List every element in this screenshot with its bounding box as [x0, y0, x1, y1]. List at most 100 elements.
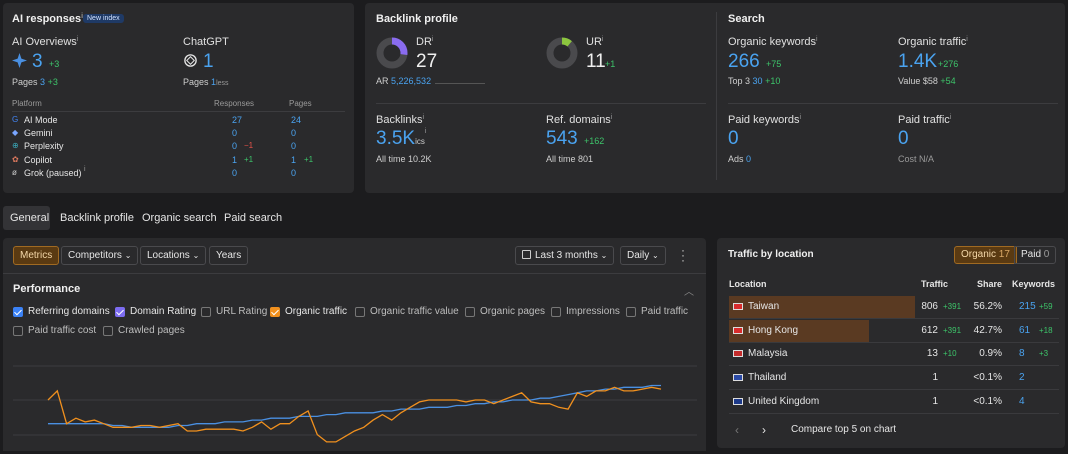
location-name[interactable]: Thailand — [748, 372, 787, 384]
traffic-col-header[interactable]: Traffic — [921, 279, 949, 289]
platform-row[interactable]: ◆ Gemini 0 0 — [12, 128, 342, 140]
platform-responses[interactable]: 27 — [232, 115, 243, 125]
checkbox-icon[interactable] — [201, 306, 211, 317]
competitors-dropdown[interactable]: Competitors ⌄ — [61, 246, 139, 265]
checkbox-icon[interactable] — [465, 306, 475, 317]
info-icon[interactable]: i — [81, 13, 83, 20]
collapse-icon[interactable]: ︿ — [684, 287, 694, 298]
granularity-dropdown[interactable]: Daily ⌄ — [620, 246, 666, 265]
tab-organic-search[interactable]: Organic search — [142, 212, 217, 224]
location-col-header[interactable]: Location — [729, 279, 767, 289]
location-row[interactable]: Malaysia 13 +10 0.9% 8 +3 — [729, 343, 1059, 367]
refdomains-value[interactable]: 543 — [546, 128, 578, 149]
metric-checkbox[interactable]: Impressions — [551, 306, 620, 317]
info-icon[interactable]: i — [610, 114, 613, 121]
platform-pages[interactable]: 0 — [291, 141, 297, 152]
info-icon[interactable]: i — [84, 165, 86, 173]
prev-page-icon[interactable]: ‹ — [735, 423, 739, 437]
ur-value[interactable]: 11 — [586, 51, 606, 72]
ar-value[interactable]: 5,226,532 — [391, 76, 432, 86]
platform-pages[interactable]: 24 — [291, 115, 302, 125]
share-col-header[interactable]: Share — [977, 279, 1003, 289]
platform-responses[interactable]: 0 — [232, 167, 238, 178]
keywords-col-header[interactable]: Keywords — [1012, 279, 1056, 289]
checkbox-icon[interactable] — [115, 306, 125, 317]
info-icon[interactable]: i — [431, 36, 434, 43]
checkbox-icon[interactable] — [355, 306, 365, 317]
dr-value[interactable]: 27 — [416, 51, 438, 72]
checkbox-icon[interactable] — [103, 325, 113, 336]
ads-value[interactable]: 0 — [746, 154, 752, 164]
location-row[interactable]: United Kingdom 1 <0.1% 4 — [729, 391, 1059, 414]
metric-checkbox[interactable]: Crawled pages — [103, 325, 185, 336]
info-icon[interactable]: i — [422, 114, 425, 121]
platform-responses[interactable]: 1 — [232, 154, 238, 165]
paid-traffic-value[interactable]: 0 — [898, 128, 909, 149]
pages-value[interactable]: 1 — [211, 77, 217, 87]
platform-responses[interactable]: 0 — [232, 128, 238, 139]
tab-backlink-profile[interactable]: Backlink profile — [60, 212, 134, 224]
location-keywords[interactable]: 4 — [1019, 395, 1025, 407]
metric-checkbox[interactable]: Organic pages — [465, 306, 545, 317]
location-name[interactable]: Hong Kong — [748, 324, 799, 336]
platform-row[interactable]: ø Grok (paused) i 0 0 — [12, 165, 342, 180]
checkbox-icon[interactable] — [626, 306, 636, 317]
checkbox-icon[interactable] — [13, 306, 23, 317]
date-range-dropdown[interactable]: Last 3 months ⌄ — [515, 246, 615, 265]
platform-row[interactable]: G AI Mode 27 24 — [12, 115, 342, 127]
info-icon[interactable]: i — [816, 36, 818, 43]
metric-checkbox[interactable]: Paid traffic — [626, 306, 688, 317]
years-button[interactable]: Years — [209, 246, 249, 265]
organic-toggle[interactable]: Organic 17 — [954, 246, 1017, 264]
location-name[interactable]: Malaysia — [748, 348, 788, 360]
top3-value[interactable]: 30 — [752, 76, 763, 86]
tab-general-label[interactable]: General — [10, 212, 50, 224]
metrics-button[interactable]: Metrics — [13, 246, 60, 265]
info-icon[interactable]: i — [949, 114, 952, 121]
organic-keywords-value[interactable]: 266 — [728, 51, 760, 72]
metric-checkbox[interactable]: Organic traffic value — [355, 306, 459, 317]
location-name[interactable]: Taiwan — [748, 301, 780, 312]
info-icon[interactable]: i — [424, 128, 427, 135]
metric-checkbox[interactable]: Referring domains — [13, 306, 110, 317]
paid-keywords-value[interactable]: 0 — [728, 128, 739, 149]
organic-traffic-value[interactable]: 1.4K — [898, 51, 938, 72]
info-icon[interactable]: i — [601, 36, 604, 43]
location-keywords[interactable]: 8 — [1019, 348, 1025, 360]
checkbox-icon[interactable] — [13, 325, 23, 336]
platform-row[interactable]: ✿ Copilot 1 +1 1 +1 — [12, 155, 342, 167]
checkbox-icon[interactable] — [270, 306, 280, 317]
tab-general[interactable] — [3, 206, 50, 230]
location-name[interactable]: United Kingdom — [748, 395, 820, 407]
backlinks-value[interactable]: 3.5Kics i — [376, 128, 426, 150]
location-row[interactable]: Thailand 1 <0.1% 2 — [729, 367, 1059, 391]
metric-checkbox[interactable]: Domain Rating — [115, 306, 196, 317]
locations-dropdown[interactable]: Locations ⌄ — [140, 246, 207, 265]
platform-pages[interactable]: 0 — [291, 128, 297, 139]
more-options-icon[interactable]: · · · — [681, 243, 685, 267]
checkbox-icon[interactable] — [551, 306, 561, 317]
platform-pages[interactable]: 0 — [291, 167, 297, 178]
location-row[interactable]: Hong Kong 612 +391 42.7% 61 +18 — [729, 319, 1059, 343]
metric-checkbox[interactable]: Organic traffic — [270, 306, 347, 317]
location-row[interactable]: Taiwan 806 +391 56.2% 215 +59 — [729, 296, 1059, 319]
info-icon[interactable]: i — [799, 114, 802, 121]
metric-checkbox[interactable]: Paid traffic cost — [13, 325, 96, 336]
chatgpt-value[interactable]: 1 — [203, 51, 214, 72]
info-icon[interactable]: i — [76, 36, 79, 43]
info-icon[interactable]: i — [966, 36, 968, 43]
compare-top5-link[interactable]: Compare top 5 on chart — [791, 424, 897, 435]
pages-value[interactable]: 3 — [40, 77, 46, 87]
platform-pages[interactable]: 1 — [291, 154, 297, 165]
metric-checkbox[interactable]: URL Rating — [201, 306, 267, 317]
location-keywords[interactable]: 2 — [1019, 372, 1025, 384]
location-keywords[interactable]: 61 — [1019, 324, 1031, 336]
tab-paid-search[interactable]: Paid search — [224, 212, 283, 224]
next-page-icon[interactable]: › — [762, 423, 766, 437]
platform-responses[interactable]: 0 — [232, 141, 238, 152]
platform-row[interactable]: ⊕ Perplexity 0 −1 0 — [12, 141, 342, 153]
paid-toggle[interactable]: Paid 0 — [1014, 246, 1057, 264]
ai-overviews-label[interactable]: AI Overviewsi — [12, 36, 78, 48]
ai-overviews-value[interactable]: 3 — [32, 51, 43, 72]
location-keywords[interactable]: 215 — [1019, 301, 1036, 312]
